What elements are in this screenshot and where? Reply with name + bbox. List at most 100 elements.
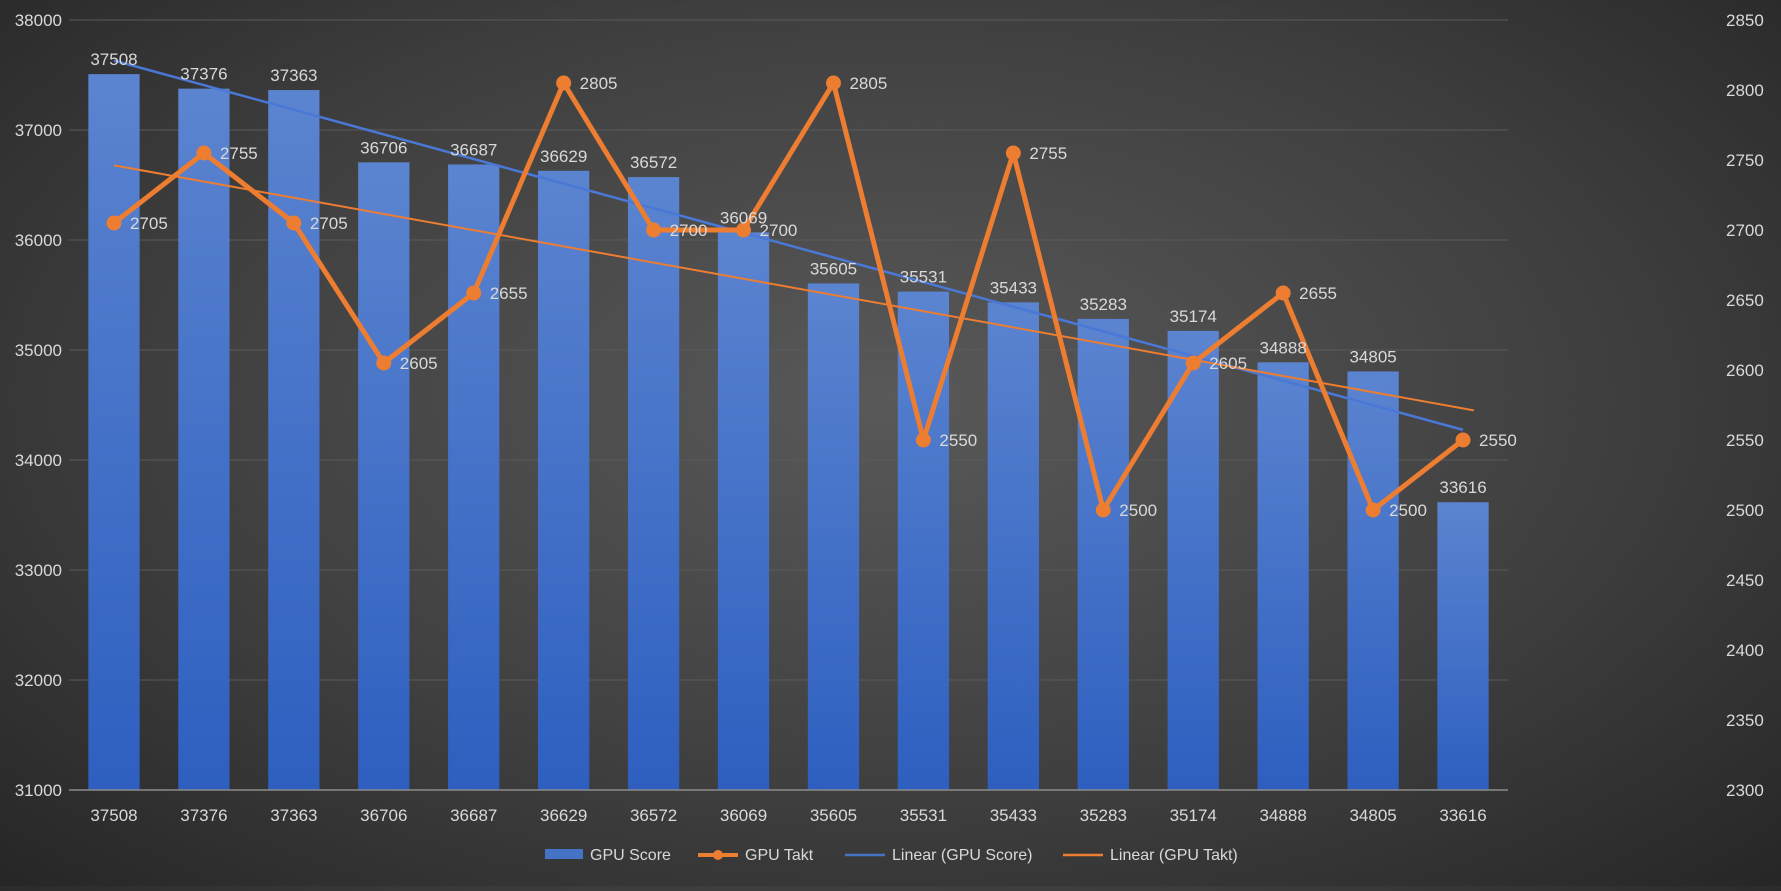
y-right-tick-label: 2450 bbox=[1726, 571, 1764, 590]
bar-value-label: 37508 bbox=[90, 50, 137, 69]
bar bbox=[448, 164, 500, 790]
y-left-tick-label: 31000 bbox=[15, 781, 62, 800]
gpu-takt-value-label: 2755 bbox=[1029, 144, 1067, 163]
legend: GPU Score GPU Takt Linear (GPU Score) Linea… bbox=[545, 847, 1238, 864]
bar bbox=[627, 177, 680, 790]
legend-label-linear-gpu-takt: Linear (GPU Takt) bbox=[1110, 847, 1238, 864]
y-right-tick-label: 2300 bbox=[1726, 781, 1764, 800]
y-left-tick-label: 35000 bbox=[15, 341, 62, 360]
bar-value-label: 36629 bbox=[540, 147, 587, 166]
bar-value-label: 36687 bbox=[450, 140, 497, 159]
gpu-takt-point bbox=[286, 215, 302, 231]
bar-value-label: 37363 bbox=[270, 66, 317, 85]
x-tick-label: 35433 bbox=[990, 806, 1037, 825]
bar bbox=[1347, 371, 1399, 790]
line-series bbox=[106, 75, 1471, 518]
y-left-tick-label: 32000 bbox=[15, 671, 62, 690]
gpu-takt-point bbox=[1455, 432, 1471, 448]
gpu-takt-point bbox=[1005, 145, 1021, 161]
gpu-takt-value-label: 2550 bbox=[1479, 431, 1517, 450]
bar bbox=[178, 88, 230, 790]
gpu-takt-point bbox=[106, 215, 122, 231]
y-right-tick-label: 2750 bbox=[1726, 151, 1764, 170]
legend-label-gpu-score: GPU Score bbox=[590, 847, 671, 864]
y-right-tick-label: 2350 bbox=[1726, 711, 1764, 730]
bar bbox=[1167, 330, 1219, 790]
bar-value-label: 36706 bbox=[360, 138, 407, 157]
gpu-takt-value-label: 2655 bbox=[1299, 284, 1337, 303]
y-left-tick-label: 37000 bbox=[15, 121, 62, 140]
bar bbox=[807, 283, 860, 790]
bar bbox=[1077, 318, 1129, 790]
legend-label-linear-gpu-score: Linear (GPU Score) bbox=[892, 847, 1033, 864]
trendlines bbox=[113, 59, 1475, 432]
x-tick-label: 36069 bbox=[720, 806, 767, 825]
gpu-takt-point bbox=[825, 75, 841, 91]
y-right-tick-label: 2800 bbox=[1726, 81, 1764, 100]
bar bbox=[717, 232, 770, 790]
gpu-takt-point bbox=[1185, 355, 1201, 371]
x-tick-label: 37363 bbox=[270, 806, 317, 825]
gpu-takt-value-label: 2550 bbox=[939, 431, 977, 450]
gpu-takt-point bbox=[1275, 285, 1291, 301]
bar-value-label: 34888 bbox=[1260, 338, 1307, 357]
y-left-tick-label: 38000 bbox=[15, 11, 62, 30]
x-tick-label: 36706 bbox=[360, 806, 407, 825]
bar-series bbox=[88, 74, 1489, 791]
gpu-takt-point bbox=[1095, 502, 1111, 518]
y-left-tick-label: 33000 bbox=[15, 561, 62, 580]
gpu-takt-value-label: 2805 bbox=[580, 74, 618, 93]
gpu-takt-value-label: 2700 bbox=[760, 221, 798, 240]
x-tick-label: 36687 bbox=[450, 806, 497, 825]
bar-value-label: 37376 bbox=[180, 65, 227, 84]
data-labels: 37508 37376 37363 36706 36687 36629 36572 36069… bbox=[90, 50, 1517, 520]
x-tick-label: 35531 bbox=[900, 806, 947, 825]
gpu-takt-value-label: 2700 bbox=[670, 221, 708, 240]
y-right-tick-label: 2550 bbox=[1726, 431, 1764, 450]
x-tick-label: 35605 bbox=[810, 806, 857, 825]
bar-value-label: 35174 bbox=[1170, 307, 1217, 326]
bar bbox=[358, 162, 410, 791]
gpu-takt-point bbox=[556, 75, 572, 91]
x-tick-label: 33616 bbox=[1439, 806, 1486, 825]
y-right-tick-label: 2600 bbox=[1726, 361, 1764, 380]
bar bbox=[538, 170, 590, 790]
legend-label-gpu-takt: GPU Takt bbox=[745, 847, 814, 864]
gpu-takt-point bbox=[376, 355, 392, 371]
gpu-takt-line bbox=[112, 80, 1465, 513]
trendline-gpu-takt bbox=[113, 164, 1475, 412]
axes: 31000 32000 33000 34000 35000 36000 37000 38000… bbox=[15, 11, 1764, 825]
gpu-takt-point bbox=[736, 222, 752, 238]
bar-value-label: 33616 bbox=[1439, 478, 1486, 497]
gpu-takt-value-label: 2705 bbox=[130, 214, 168, 233]
x-tick-label: 34888 bbox=[1260, 806, 1307, 825]
bar bbox=[88, 74, 140, 791]
y-right-tick-label: 2700 bbox=[1726, 221, 1764, 240]
y-right-tick-label: 2650 bbox=[1726, 291, 1764, 310]
gpu-takt-value-label: 2500 bbox=[1389, 501, 1427, 520]
gpu-takt-value-label: 2655 bbox=[490, 284, 528, 303]
legend-swatch-gpu-score bbox=[545, 849, 583, 859]
x-tick-label: 34805 bbox=[1349, 806, 1396, 825]
bar-value-label: 35605 bbox=[810, 259, 857, 278]
gpu-takt-point bbox=[196, 145, 212, 161]
gpu-takt-point bbox=[915, 432, 931, 448]
x-tick-label: 35283 bbox=[1080, 806, 1127, 825]
bar bbox=[1437, 502, 1489, 790]
gpu-takt-value-label: 2755 bbox=[220, 144, 258, 163]
y-left-tick-label: 34000 bbox=[15, 451, 62, 470]
bar bbox=[987, 302, 1039, 790]
gpu-takt-point bbox=[1365, 502, 1381, 518]
bar-value-label: 35283 bbox=[1080, 295, 1127, 314]
gpu-takt-value-label: 2500 bbox=[1119, 501, 1157, 520]
bar-value-label: 35531 bbox=[900, 268, 947, 287]
x-tick-label: 37508 bbox=[90, 806, 137, 825]
gpu-takt-value-label: 2705 bbox=[310, 214, 348, 233]
x-tick-label: 36629 bbox=[540, 806, 587, 825]
gpu-takt-value-label: 2605 bbox=[1209, 354, 1247, 373]
gpu-takt-point bbox=[466, 285, 482, 301]
y-right-tick-label: 2500 bbox=[1726, 501, 1764, 520]
y-left-tick-label: 36000 bbox=[15, 231, 62, 250]
x-tick-label: 37376 bbox=[180, 806, 227, 825]
